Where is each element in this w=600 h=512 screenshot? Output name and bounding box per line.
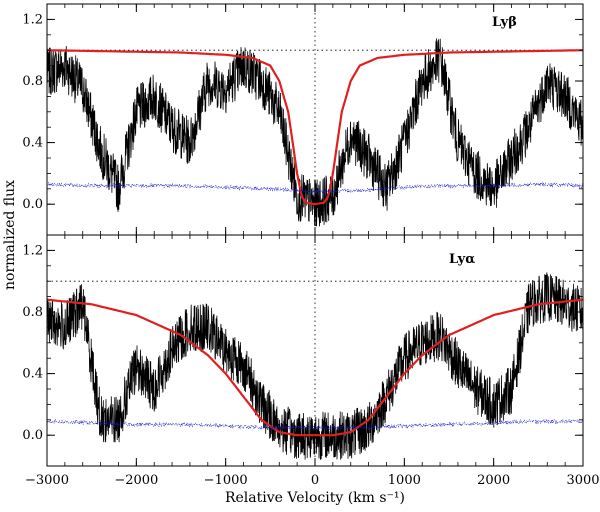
panel-ly-alpha [47, 235, 583, 466]
x-tick-label: 3000 [566, 473, 599, 488]
observed-flux-line [47, 38, 583, 227]
model-fit-line [47, 298, 583, 437]
y-tick-label: 1.2 [22, 12, 43, 27]
y-tick-label: 0.0 [22, 197, 43, 212]
y-axis-label: normalized flux [2, 180, 18, 290]
x-axis-label: Relative Velocity (km s⁻¹) [225, 490, 405, 506]
x-tick-label: −1000 [204, 473, 248, 488]
axes-layer: 0.0 0.4 0.8 1.2 Lyβ 0.0 0.4 0.8 1.2 Lyα −3000 −2000… [22, 3, 600, 488]
y-tick-label: 0.8 [22, 74, 43, 89]
panel-label: Lyα [449, 252, 475, 267]
x-tick-label: −3000 [25, 473, 69, 488]
error-spectrum-line [47, 418, 583, 431]
y-tick-label: 1.2 [22, 243, 43, 258]
x-tick-label: −2000 [114, 473, 158, 488]
model-fit-line [47, 49, 583, 206]
error-spectrum-line [47, 181, 583, 195]
x-tick-label: 1000 [388, 473, 421, 488]
x-tick-label: 2000 [477, 473, 510, 488]
x-tick-label: 0 [311, 473, 319, 488]
y-tick-label: 0.0 [22, 428, 43, 443]
y-tick-label: 0.8 [22, 305, 43, 320]
y-tick-label: 0.4 [22, 136, 43, 151]
panel-ly-beta [47, 4, 583, 235]
panel-label: Lyβ [492, 15, 517, 30]
y-tick-label: 0.4 [22, 367, 43, 382]
